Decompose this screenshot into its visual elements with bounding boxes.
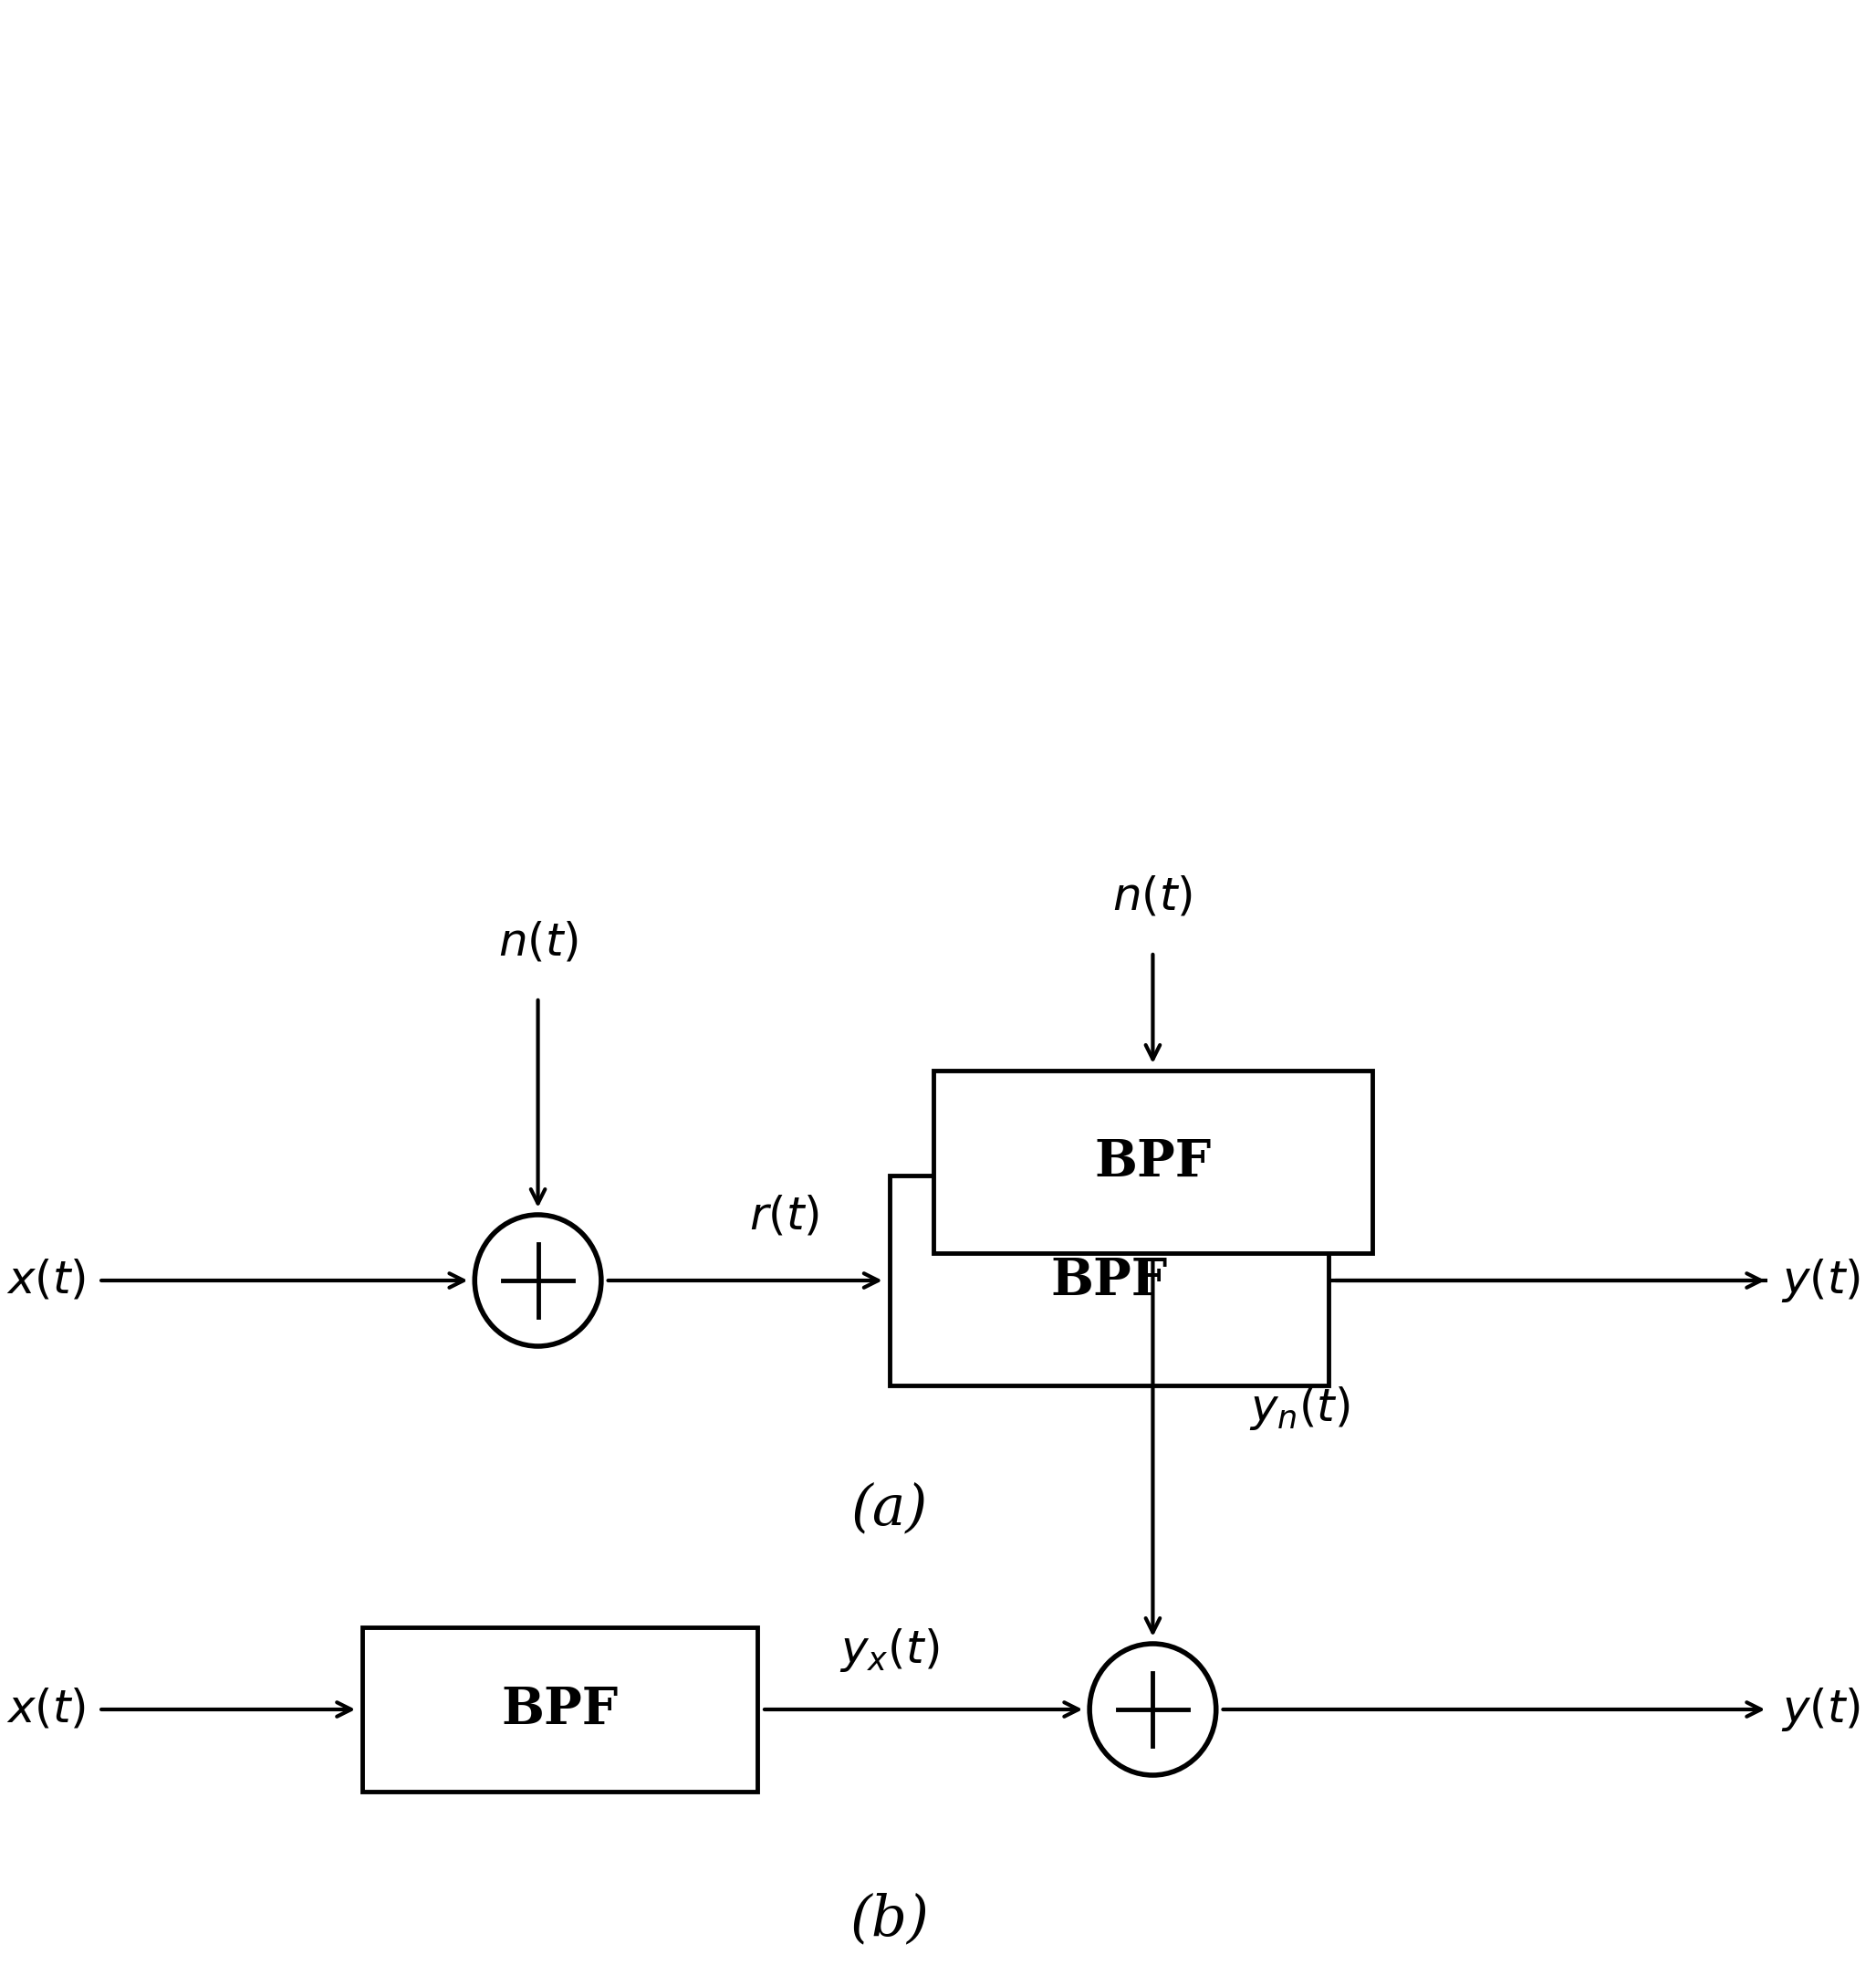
Text: $y_x(t)$: $y_x(t)$	[839, 1627, 940, 1674]
Text: $x(t)$: $x(t)$	[6, 1258, 86, 1303]
Text: BPF: BPF	[1094, 1136, 1212, 1187]
Text: $n(t)$: $n(t)$	[497, 920, 578, 965]
Text: BPF: BPF	[501, 1684, 619, 1735]
Bar	[889, 1175, 1328, 1385]
Text: $y(t)$: $y(t)$	[1780, 1258, 1861, 1305]
Bar	[362, 1627, 758, 1792]
Text: (b): (b)	[850, 1892, 929, 1947]
Text: BPF: BPF	[1051, 1256, 1167, 1305]
Text: $n(t)$: $n(t)$	[1112, 874, 1193, 920]
Text: (a): (a)	[852, 1482, 929, 1537]
Text: $r(t)$: $r(t)$	[749, 1195, 820, 1240]
Bar	[932, 1071, 1373, 1254]
Text: $x(t)$: $x(t)$	[6, 1686, 86, 1731]
Text: $y(t)$: $y(t)$	[1780, 1686, 1861, 1733]
Circle shape	[1090, 1645, 1216, 1774]
Text: $y_n(t)$: $y_n(t)$	[1249, 1385, 1351, 1432]
Circle shape	[475, 1214, 600, 1346]
